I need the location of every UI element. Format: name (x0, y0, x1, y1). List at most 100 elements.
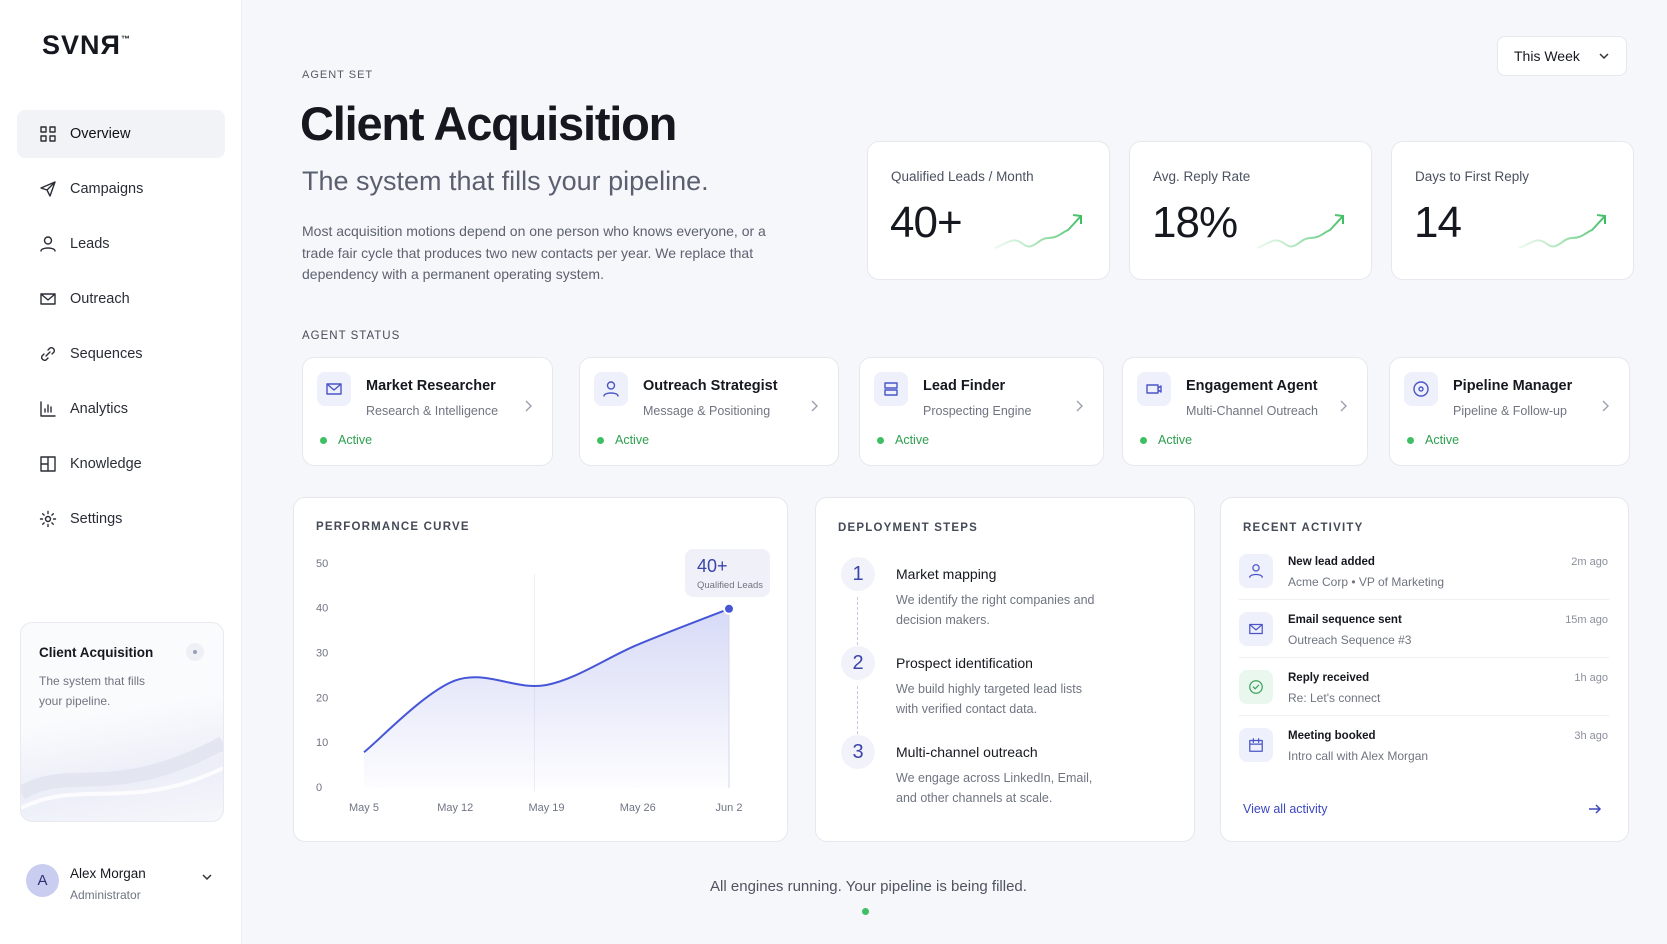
icon (884, 382, 898, 396)
nav-item[interactable]: Campaigns (17, 165, 225, 213)
step-title: Prospect identification (896, 655, 1033, 671)
period-label: This Week (1514, 48, 1580, 64)
sparkline-decoration (1256, 214, 1344, 249)
sidebar: SVNЯ™ Overview Campaigns Leads Outreach Sequ… (0, 0, 242, 944)
dropdown-chevron (1599, 53, 1609, 60)
activity-detail: Acme Corp • VP of Marketing (1288, 575, 1445, 589)
agent-card[interactable]: Pipeline Manager Pipeline & Follow-up Acti… (1389, 357, 1630, 466)
user-name: Alex Morgan (70, 866, 146, 881)
logo: SVNЯ™ (42, 30, 131, 61)
x-tick-label: May 12 (437, 802, 473, 814)
y-tick-label: 20 (316, 692, 328, 704)
footer-status: All engines running. Your pipeline is be… (710, 878, 1027, 895)
activity-time: 2m ago (1571, 556, 1608, 568)
nav-label: Analytics (70, 401, 129, 417)
y-tick-label: 10 (316, 737, 328, 749)
y-tick-label: 50 (316, 558, 328, 570)
user-menu[interactable] (200, 870, 214, 884)
agent-status: Active (338, 433, 373, 447)
agent-icon (874, 372, 908, 406)
agent-name: Outreach Strategist (643, 378, 778, 394)
metric-label: Qualified Leads / Month (891, 169, 1034, 184)
icon (40, 456, 56, 472)
y-tick-label: 0 (316, 782, 322, 794)
nav-item[interactable]: Overview (17, 110, 225, 158)
agent-status: Active (1425, 433, 1460, 447)
period-dropdown[interactable]: This Week (1497, 36, 1627, 76)
metric-label: Avg. Reply Rate (1153, 169, 1251, 184)
activity-detail: Intro call with Alex Morgan (1288, 749, 1429, 763)
activity-title: Reply received (1288, 672, 1370, 684)
agent-name: Pipeline Manager (1453, 378, 1573, 394)
activity-title: Meeting booked (1288, 730, 1376, 742)
icon (1249, 623, 1263, 635)
agent-name: Lead Finder (923, 378, 1006, 394)
performance-chart: 0 10 20 30 40 50 May 5 May 12 May 19 May 26 Jun 2 (316, 558, 743, 814)
card-title: Client Acquisition (39, 645, 154, 660)
nav-label: Outreach (70, 291, 130, 307)
metric-card: Qualified Leads / Month 40+ (867, 141, 1110, 280)
sparkline-decoration (994, 214, 1082, 249)
activity-icon (1239, 554, 1273, 588)
x-tick-label: May 19 (528, 802, 564, 814)
agent-status: Active (615, 433, 650, 447)
step-text: We engage across LinkedIn, Email, and ot… (896, 771, 1093, 805)
nav-item[interactable]: Analytics (17, 385, 225, 433)
agent-role: Multi-Channel Outreach (1186, 404, 1319, 418)
metric-card: Days to First Reply 14 (1391, 141, 1634, 280)
arrow-icon[interactable] (1587, 802, 1603, 816)
nav-item[interactable]: Sequences (17, 330, 225, 378)
step-number: 1 (841, 557, 875, 591)
status-dot (597, 437, 604, 444)
agent-card[interactable]: Market Researcher Research & Intelligence… (302, 357, 553, 466)
chart-callout: 40+ Qualified Leads (685, 549, 770, 597)
page-title: Client Acquisition (300, 97, 677, 150)
eyebrow: AGENT SET (302, 69, 374, 81)
icon (40, 126, 56, 142)
callout-label: Qualified Leads (697, 580, 764, 591)
icon (1249, 564, 1263, 578)
nav-item[interactable]: Outreach (17, 275, 225, 323)
logo-text: SVNЯ (42, 30, 121, 60)
agent-role: Prospecting Engine (923, 404, 1032, 418)
agent-name: Market Researcher (366, 378, 496, 394)
view-all-link[interactable]: View all activity (1243, 802, 1328, 816)
panel-title: DEPLOYMENT STEPS (838, 522, 978, 534)
deployment-panel: DEPLOYMENT STEPS 1 Market mapping We ident… (815, 497, 1195, 842)
sidebar-card: Client Acquisition The system that fills… (20, 622, 224, 822)
activity-detail: Re: Let's connect (1288, 691, 1381, 705)
metric-value: 14 (1414, 198, 1462, 247)
icon (1413, 381, 1429, 397)
description: Most acquisition motions depend on one p… (302, 223, 766, 282)
status-dot (1407, 437, 1414, 444)
nav-item[interactable]: Settings (17, 495, 225, 543)
panel-title: PERFORMANCE CURVE (316, 521, 470, 533)
nav-label: Campaigns (70, 181, 144, 197)
icon (39, 510, 57, 528)
agent-card[interactable]: Lead Finder Prospecting Engine Active (859, 357, 1104, 466)
trademark: ™ (120, 34, 131, 44)
step-text: We build highly targeted lead lists with… (896, 682, 1082, 716)
nav-item[interactable]: Leads (17, 220, 225, 268)
chevron (1340, 400, 1347, 412)
agent-card[interactable]: Engagement Agent Multi-Channel Outreach Ac… (1122, 357, 1368, 466)
step-text: We identify the right companies and deci… (896, 593, 1095, 627)
metric-card: Avg. Reply Rate 18% (1129, 141, 1372, 280)
activity-icon (1239, 670, 1273, 704)
separator (1239, 599, 1609, 600)
x-tick-label: Jun 2 (716, 802, 743, 814)
chevron (1076, 400, 1083, 412)
activity-icon (1239, 612, 1273, 646)
avatar: A (26, 864, 59, 897)
activity-detail: Outreach Sequence #3 (1288, 633, 1412, 647)
activity-time: 15m ago (1565, 614, 1608, 626)
nav-item[interactable]: Knowledge (17, 440, 225, 488)
agent-status-title: AGENT STATUS (302, 330, 401, 342)
y-tick-label: 30 (316, 648, 328, 660)
agent-card[interactable]: Outreach Strategist Message & Positioning… (579, 357, 839, 466)
metric-value: 40+ (890, 198, 963, 247)
status-dot (862, 908, 869, 915)
step-number: 2 (841, 646, 875, 680)
nav-label: Knowledge (70, 456, 142, 472)
